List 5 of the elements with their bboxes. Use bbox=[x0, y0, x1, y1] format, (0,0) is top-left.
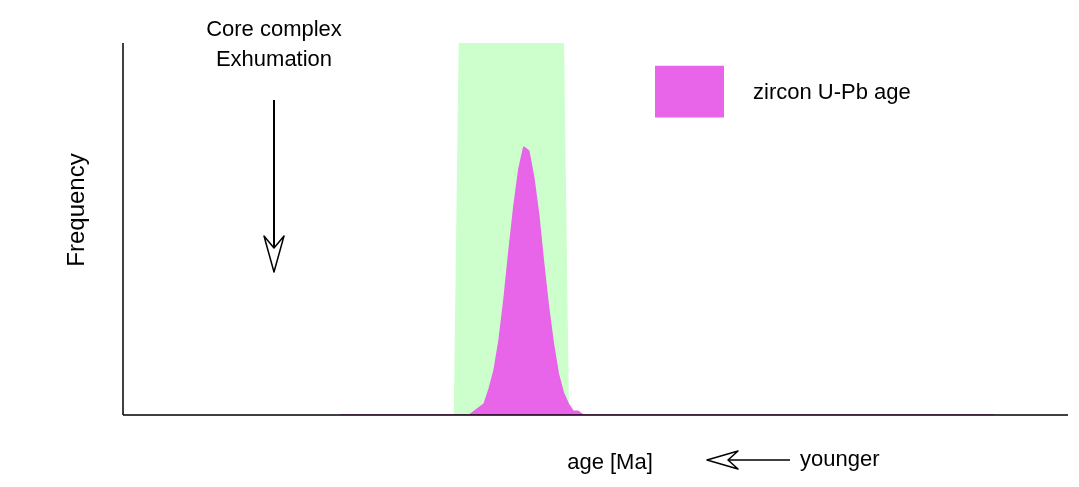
legend-label: zircon U-Pb age bbox=[753, 78, 911, 104]
x-axis-title: age [Ma] bbox=[567, 448, 653, 474]
text: younger bbox=[800, 445, 880, 471]
y-axis-title: Frequency bbox=[62, 153, 90, 267]
annotation: Core complex Exhumation bbox=[206, 15, 342, 71]
